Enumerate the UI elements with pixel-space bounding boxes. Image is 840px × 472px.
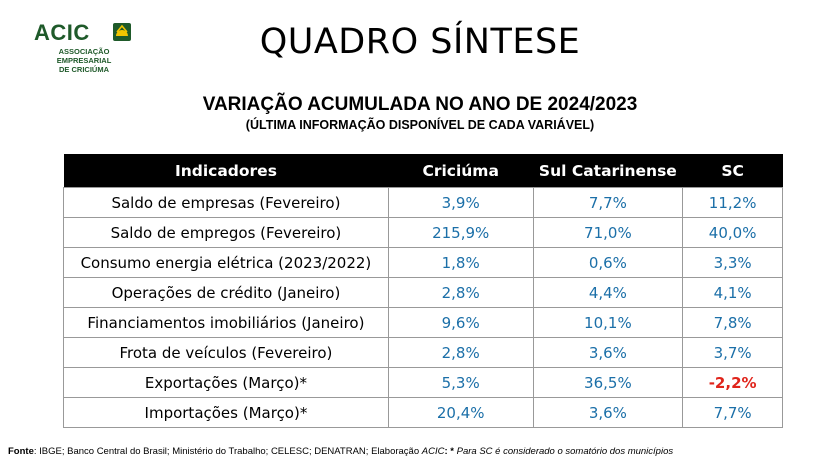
sul-cell: 0,6% bbox=[532, 247, 684, 278]
table-row: Saldo de empresas (Fevereiro) 3,9% 7,7% … bbox=[63, 187, 783, 218]
criciuma-cell: 2,8% bbox=[387, 277, 534, 308]
sc-cell: 40,0% bbox=[682, 217, 783, 248]
indicator-cell: Exportações (Março)* bbox=[63, 367, 389, 398]
table-row: Saldo de empregos (Fevereiro) 215,9% 71,… bbox=[63, 217, 783, 248]
sc-cell: 11,2% bbox=[682, 187, 783, 218]
sc-cell: 7,7% bbox=[682, 397, 783, 428]
indicator-cell: Saldo de empregos (Fevereiro) bbox=[63, 217, 389, 248]
sul-cell: 4,4% bbox=[532, 277, 684, 308]
summary-table: Indicadores Criciúma Sul Catarinense SC … bbox=[63, 154, 783, 428]
indicator-cell: Financiamentos imobiliários (Janeiro) bbox=[63, 307, 389, 338]
indicator-cell: Consumo energia elétrica (2023/2022) bbox=[63, 247, 389, 278]
indicator-cell: Operações de crédito (Janeiro) bbox=[63, 277, 389, 308]
acic-logo: ACIC ASSOCIAÇÃO EMPRESARIAL DE CRICIÚMA bbox=[34, 20, 144, 74]
criciuma-cell: 20,4% bbox=[387, 397, 534, 428]
footer-author: ACIC bbox=[421, 446, 445, 457]
sc-cell: 3,7% bbox=[682, 337, 783, 368]
table-row: Operações de crédito (Janeiro) 2,8% 4,4%… bbox=[63, 277, 783, 308]
criciuma-cell: 9,6% bbox=[387, 307, 534, 338]
criciuma-cell: 2,8% bbox=[387, 337, 534, 368]
sul-cell: 3,6% bbox=[532, 337, 684, 368]
indicator-cell: Importações (Março)* bbox=[63, 397, 389, 428]
indicator-cell: Saldo de empresas (Fevereiro) bbox=[63, 187, 389, 218]
logo-subtitle-line1: ASSOCIAÇÃO EMPRESARIAL bbox=[56, 47, 112, 65]
criciuma-cell: 215,9% bbox=[387, 217, 534, 248]
header-criciuma: Criciúma bbox=[388, 154, 533, 188]
header-sul-catarinense: Sul Catarinense bbox=[533, 154, 683, 188]
footer-label: Fonte bbox=[8, 446, 34, 457]
sc-cell: 4,1% bbox=[682, 277, 783, 308]
criciuma-cell: 1,8% bbox=[387, 247, 534, 278]
sul-cell: 3,6% bbox=[532, 397, 684, 428]
sul-cell: 10,1% bbox=[532, 307, 684, 338]
logo-subtitle-line2: DE CRICIÚMA bbox=[59, 65, 109, 74]
table-row: Importações (Março)* 20,4% 3,6% 7,7% bbox=[63, 397, 783, 428]
sul-cell: 36,5% bbox=[532, 367, 684, 398]
footer-note-mark: : * bbox=[444, 446, 457, 457]
logo-wordmark: ACIC bbox=[34, 20, 90, 45]
indicator-cell: Frota de veículos (Fevereiro) bbox=[63, 337, 389, 368]
table-row: Exportações (Março)* 5,3% 36,5% -2,2% bbox=[63, 367, 783, 398]
footer-note: Para SC é considerado o somatório dos mu… bbox=[456, 446, 674, 457]
table-row: Frota de veículos (Fevereiro) 2,8% 3,6% … bbox=[63, 337, 783, 368]
criciuma-cell: 5,3% bbox=[387, 367, 534, 398]
sul-cell: 7,7% bbox=[532, 187, 684, 218]
page-title: QUADRO SÍNTESE bbox=[259, 22, 581, 62]
sc-cell-negative: -2,2% bbox=[682, 367, 783, 398]
footer-sources: : IBGE; Banco Central do Brasil; Ministé… bbox=[33, 446, 422, 457]
criciuma-cell: 3,9% bbox=[387, 187, 534, 218]
header-indicadores: Indicadores bbox=[63, 154, 389, 188]
table-row: Financiamentos imobiliários (Janeiro) 9,… bbox=[63, 307, 783, 338]
table-row: Consumo energia elétrica (2023/2022) 1,8… bbox=[63, 247, 783, 278]
logo-subtitle: ASSOCIAÇÃO EMPRESARIAL DE CRICIÚMA bbox=[34, 47, 134, 74]
source-footer: Fonte: IBGE; Banco Central do Brasil; Mi… bbox=[8, 446, 673, 457]
page-subtitle: VARIAÇÃO ACUMULADA NO ANO DE 2024/2023 bbox=[202, 94, 638, 115]
sul-cell: 71,0% bbox=[532, 217, 684, 248]
logo-sun-icon bbox=[113, 23, 131, 41]
header-sc: SC bbox=[682, 154, 783, 188]
page-subtitle-note: (ÚLTIMA INFORMAÇÃO DISPONÍVEL DE CADA VA… bbox=[245, 118, 595, 132]
sc-cell: 3,3% bbox=[682, 247, 783, 278]
sc-cell: 7,8% bbox=[682, 307, 783, 338]
table-header-row: Indicadores Criciúma Sul Catarinense SC bbox=[63, 154, 783, 188]
